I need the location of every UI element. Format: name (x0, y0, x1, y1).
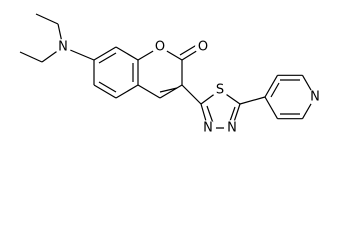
atom-label: S (216, 83, 224, 98)
atom-label: N (203, 121, 213, 136)
page: N O O S N N N (() => { const data = JSON… (19, 13, 323, 136)
molecule-diagram: N O O S N N N (19, 13, 323, 136)
atom-label: O (155, 40, 165, 55)
atom-label: O (198, 40, 208, 55)
atom-label: N (310, 90, 320, 105)
atom-label: N (227, 121, 237, 136)
label-backgrounds (55, 39, 323, 136)
atom-label: N (58, 40, 68, 55)
bonds (19, 13, 316, 129)
